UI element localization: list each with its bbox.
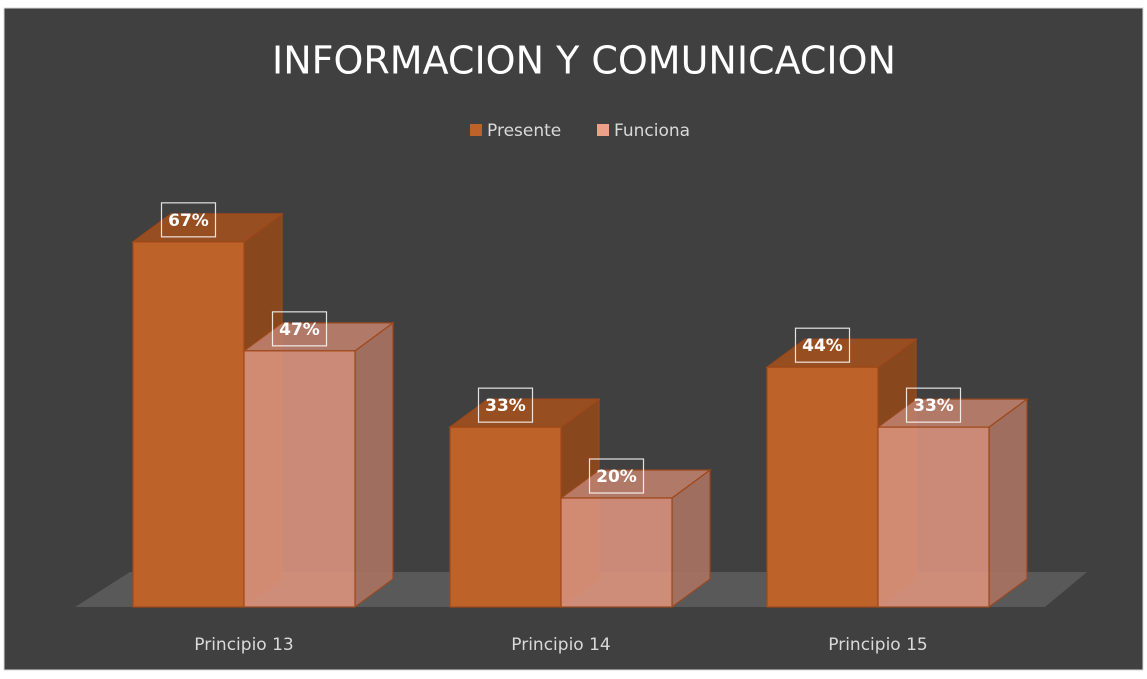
- bar-side: [354, 321, 394, 609]
- data-label-box: [794, 327, 851, 363]
- data-label: 47%: [279, 320, 320, 340]
- data-label-box: [477, 387, 534, 423]
- legend-swatch: [470, 124, 482, 136]
- data-label-box: [905, 387, 962, 423]
- data-label: 33%: [485, 396, 526, 416]
- bar: [243, 350, 356, 608]
- x-tick-label: Principio 15: [828, 635, 927, 655]
- legend: Presente Funciona: [470, 121, 690, 141]
- data-label: 44%: [802, 336, 843, 356]
- chart-title: INFORMACION Y COMUNICACION: [272, 39, 896, 83]
- data-label: 20%: [596, 467, 637, 487]
- data-label: 67%: [168, 211, 209, 231]
- data-label: 33%: [913, 396, 954, 416]
- bar: [132, 241, 245, 608]
- legend-swatch: [597, 124, 609, 136]
- bar: [560, 497, 673, 608]
- legend-label: Presente: [487, 121, 561, 141]
- bar: [766, 366, 879, 608]
- bar: [877, 426, 990, 608]
- x-tick-label: Principio 13: [194, 635, 293, 655]
- data-label-box: [160, 202, 217, 238]
- data-label-box: [271, 311, 328, 347]
- legend-label: Funciona: [614, 121, 690, 141]
- data-label-box: [588, 458, 645, 494]
- data-labels: 67% 47% 33% 20% 44% 33%: [160, 202, 962, 494]
- x-tick-label: Principio 14: [511, 635, 610, 655]
- bar: [449, 426, 562, 608]
- bar-side: [988, 397, 1028, 609]
